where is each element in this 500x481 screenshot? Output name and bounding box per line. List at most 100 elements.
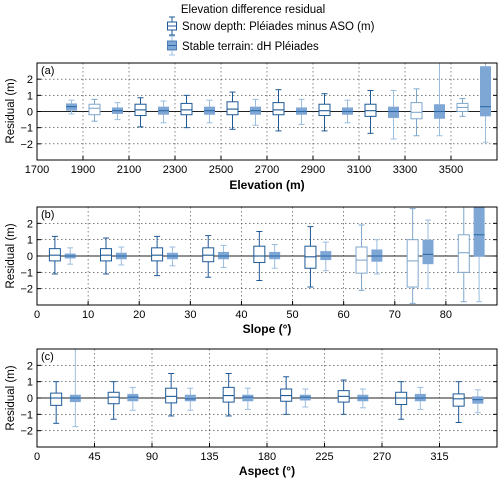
panel-a-stable-box-7 [388,89,399,140]
panel-b-snow-box-7 [406,208,419,304]
panel-b-ylabel: Residual (m) [5,223,17,288]
panel-c-plot: −2 −1 0 1 2 0 45 90 135 180 225 270 315 [20,348,498,463]
panel-a-xtick-label: 2500 [209,164,233,176]
panel-a-ytick-label: 2 [27,74,33,86]
panel-b-snow-box-8 [457,207,470,303]
legend-entry-snow-depth: Snow depth: Pléiades minus ASO (m) [167,16,375,36]
panel-a-xtick-label: 2100 [117,164,141,176]
panel-a-snow-box-2-iqr [180,102,193,116]
panel-c-snow-box-7-iqr [452,393,465,407]
panel-b-ytick-label: 2 [27,218,33,230]
panel-c-snow-box-0 [50,381,63,424]
panel-c-stable-box-4 [299,388,311,408]
panel-b-stable-box-8 [473,207,485,303]
panel-c-xtick-label: 270 [373,451,391,463]
panel-a-stable-box-5 [296,98,307,125]
panel-a-snow-box-5-iqr [318,103,331,117]
panel-b-snow-box-7-iqr [406,239,419,288]
panel-b-stable-box-6 [371,239,383,275]
panel-c-snow-box-1 [107,381,120,420]
panel-a-xtick-label: 1700 [25,164,49,176]
panel-a-stable-box-1 [112,102,123,121]
panel-b-ytick-label: 1 [27,235,33,247]
panel-a-snow-box-2 [180,94,193,129]
panel-a-xlabel: Elevation (m) [229,178,304,192]
panel-c-stable-box-2 [184,387,196,411]
panel-b-stable-box-8-iqr [473,207,485,257]
panel-c-snow-box-2-iqr [165,387,178,404]
panel-c-stable-box-3 [242,387,254,410]
panel-a-stable-box-7-iqr [388,106,399,118]
panel-c-snow-box-3-iqr [222,386,235,403]
panel-a-xtick-label: 3300 [393,164,417,176]
panel-c-tag: (c) [41,351,54,363]
panel-c: Residual (m) Aspect (°) (c) −2 −1 0 1 2 0 45 90… [5,348,498,478]
panel-a-stable-box-8 [434,63,445,137]
panel-b-xtick-label: 80 [440,309,452,321]
panel-b-stable-box-5 [320,241,332,272]
panel-a-stable-box-4 [250,98,261,126]
panel-a-snow-box-1 [134,97,147,128]
panel-c-snow-box-2 [165,373,178,417]
panel-a-xtick-label: 2700 [255,164,279,176]
panel-b-xtick-label: 40 [235,309,247,321]
panel-b-snow-box-5 [304,226,317,288]
panel-a-snow-box-3 [226,91,239,130]
panel-a-stable-box-6 [342,99,353,124]
panel-c-xtick-label: 135 [200,451,218,463]
panel-a-snow-box-0-iqr [88,103,101,116]
panel-c-stable-box-2-iqr [184,394,196,402]
panel-b-snow-box-0 [48,235,61,275]
panel-c-xlabel: Aspect (°) [239,464,295,478]
panel-b-snow-box-4 [253,231,266,281]
panel-c-snow-box-3 [222,373,235,417]
panel-a-tag: (a) [41,65,54,77]
panel-c-stable-box-3-iqr [242,394,254,402]
panel-c-ytick-label: 1 [27,377,33,389]
panel-a-stable-box-2 [158,100,169,124]
panel-c-stable-box-6 [414,386,426,410]
panel-b-stable-box-2 [166,246,178,267]
panel-c-snow-box-7 [452,381,465,423]
panel-b-snow-box-1 [100,237,112,275]
panel-a-snow-box-8 [456,98,469,117]
panel-c-stable-box-0 [69,349,81,428]
panel-c-snow-box-0-iqr [50,392,63,406]
panel-c-xtick-label: 45 [88,451,100,463]
panel-b-xtick-label: 10 [82,309,94,321]
panel-b-stable-box-3 [218,244,230,268]
panel-a-snow-box-4 [272,89,285,132]
panel-b-stable-box-1 [115,246,127,266]
panel-b-ytick-label: 0 [27,251,33,263]
legend-snow-depth-label: Snow depth: Pléiades minus ASO (m) [182,21,375,33]
panel-b-ytick-label: −1 [20,267,33,279]
panel-a-xtick-label: 1900 [71,164,95,176]
panel-b-snow-box-6 [355,224,368,291]
panel-c-xtick-label: 315 [430,451,448,463]
panel-a-snow-box-3-iqr [226,101,239,116]
panel-a-snow-box-7-iqr [410,102,423,120]
panel-b-xtick-label: 60 [338,309,350,321]
panel-a-snow-box-0 [88,98,101,122]
panel-a-plot: −2 −1 0 1 2 1700 1900 2100 2300 2500 2700 2900 3100 3… [20,62,498,176]
panel-a-xtick-label: 2900 [301,164,325,176]
panel-a-ytick-label: 1 [27,90,33,102]
panel-a-stable-box-3 [204,99,215,124]
panel-a-snow-box-4-iqr [272,102,285,116]
panel-b-xtick-label: 0 [34,309,40,321]
panel-b-snow-box-2-iqr [151,247,164,262]
legend: Elevation difference residual Snow depth… [167,4,375,56]
panel-b-stable-box-0 [64,247,76,265]
panel-a-stable-box-0 [66,99,77,115]
panel-b-tag: (b) [41,209,54,221]
panel-c-ytick-label: 2 [27,360,33,372]
legend-title: Elevation difference residual [181,4,325,16]
panel-c-xtick-label: 0 [34,451,40,463]
legend-entry-stable-terrain: Stable terrain: dH Pléiades [167,35,319,56]
panel-c-stable-box-1 [127,386,139,411]
panel-b-xtick-label: 50 [286,309,298,321]
panel-a-ytick-label: −2 [20,139,33,151]
panel-c-ytick-label: −1 [20,409,33,421]
panel-a-xtick-label: 3500 [439,164,463,176]
